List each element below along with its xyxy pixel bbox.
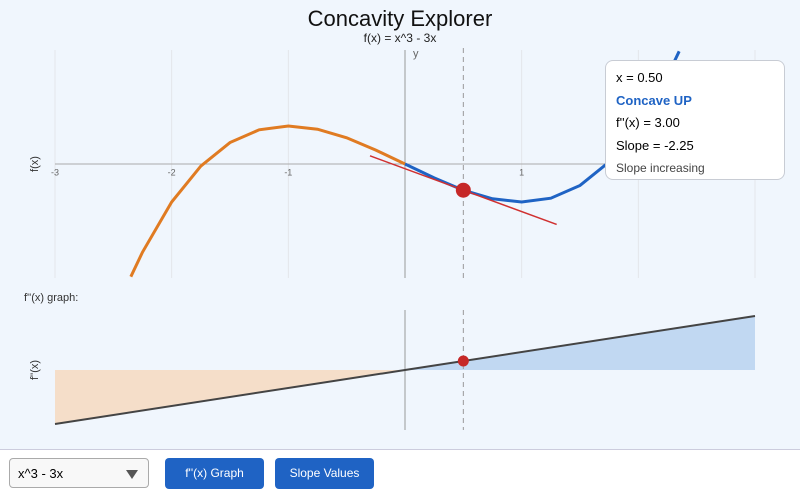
- x-tick-label: 1: [519, 167, 524, 177]
- y-axis-label: f(x): [29, 156, 41, 172]
- x-tick-label: -3: [51, 167, 59, 177]
- subtitle: f(x) = x^3 - 3x: [364, 31, 437, 45]
- chart-title: f''(x) graph:: [24, 292, 78, 304]
- slope-values-button[interactable]: Slope Values: [275, 458, 374, 489]
- tooltip-second-derivative: f''(x) = 3.00: [616, 115, 680, 130]
- toolbar: x^3 - 3x f''(x) Graph Slope Values: [0, 449, 800, 502]
- x-tick-label: -1: [284, 167, 292, 177]
- x-tick-label: -2: [168, 167, 176, 177]
- function-curve: [129, 124, 406, 278]
- tooltip-trend: Slope increasing: [616, 161, 705, 175]
- tooltip: x = 0.50 Concave UP f''(x) = 3.00 Slope …: [605, 60, 785, 180]
- y-axis-label: f''(x): [29, 360, 41, 380]
- point-marker: [455, 182, 471, 198]
- y-axis-name: y: [413, 48, 419, 60]
- second-derivative-line: [54, 315, 756, 425]
- second-derivative-button[interactable]: f''(x) Graph: [165, 458, 264, 489]
- tooltip-slope: Slope = -2.25: [616, 137, 694, 153]
- point-marker: [457, 355, 469, 367]
- tooltip-concavity: Concave UP: [616, 92, 692, 108]
- function-select[interactable]: x^3 - 3x: [9, 458, 149, 488]
- tooltip-x: x = 0.50: [616, 70, 663, 85]
- page-title: Concavity Explorer: [308, 6, 493, 31]
